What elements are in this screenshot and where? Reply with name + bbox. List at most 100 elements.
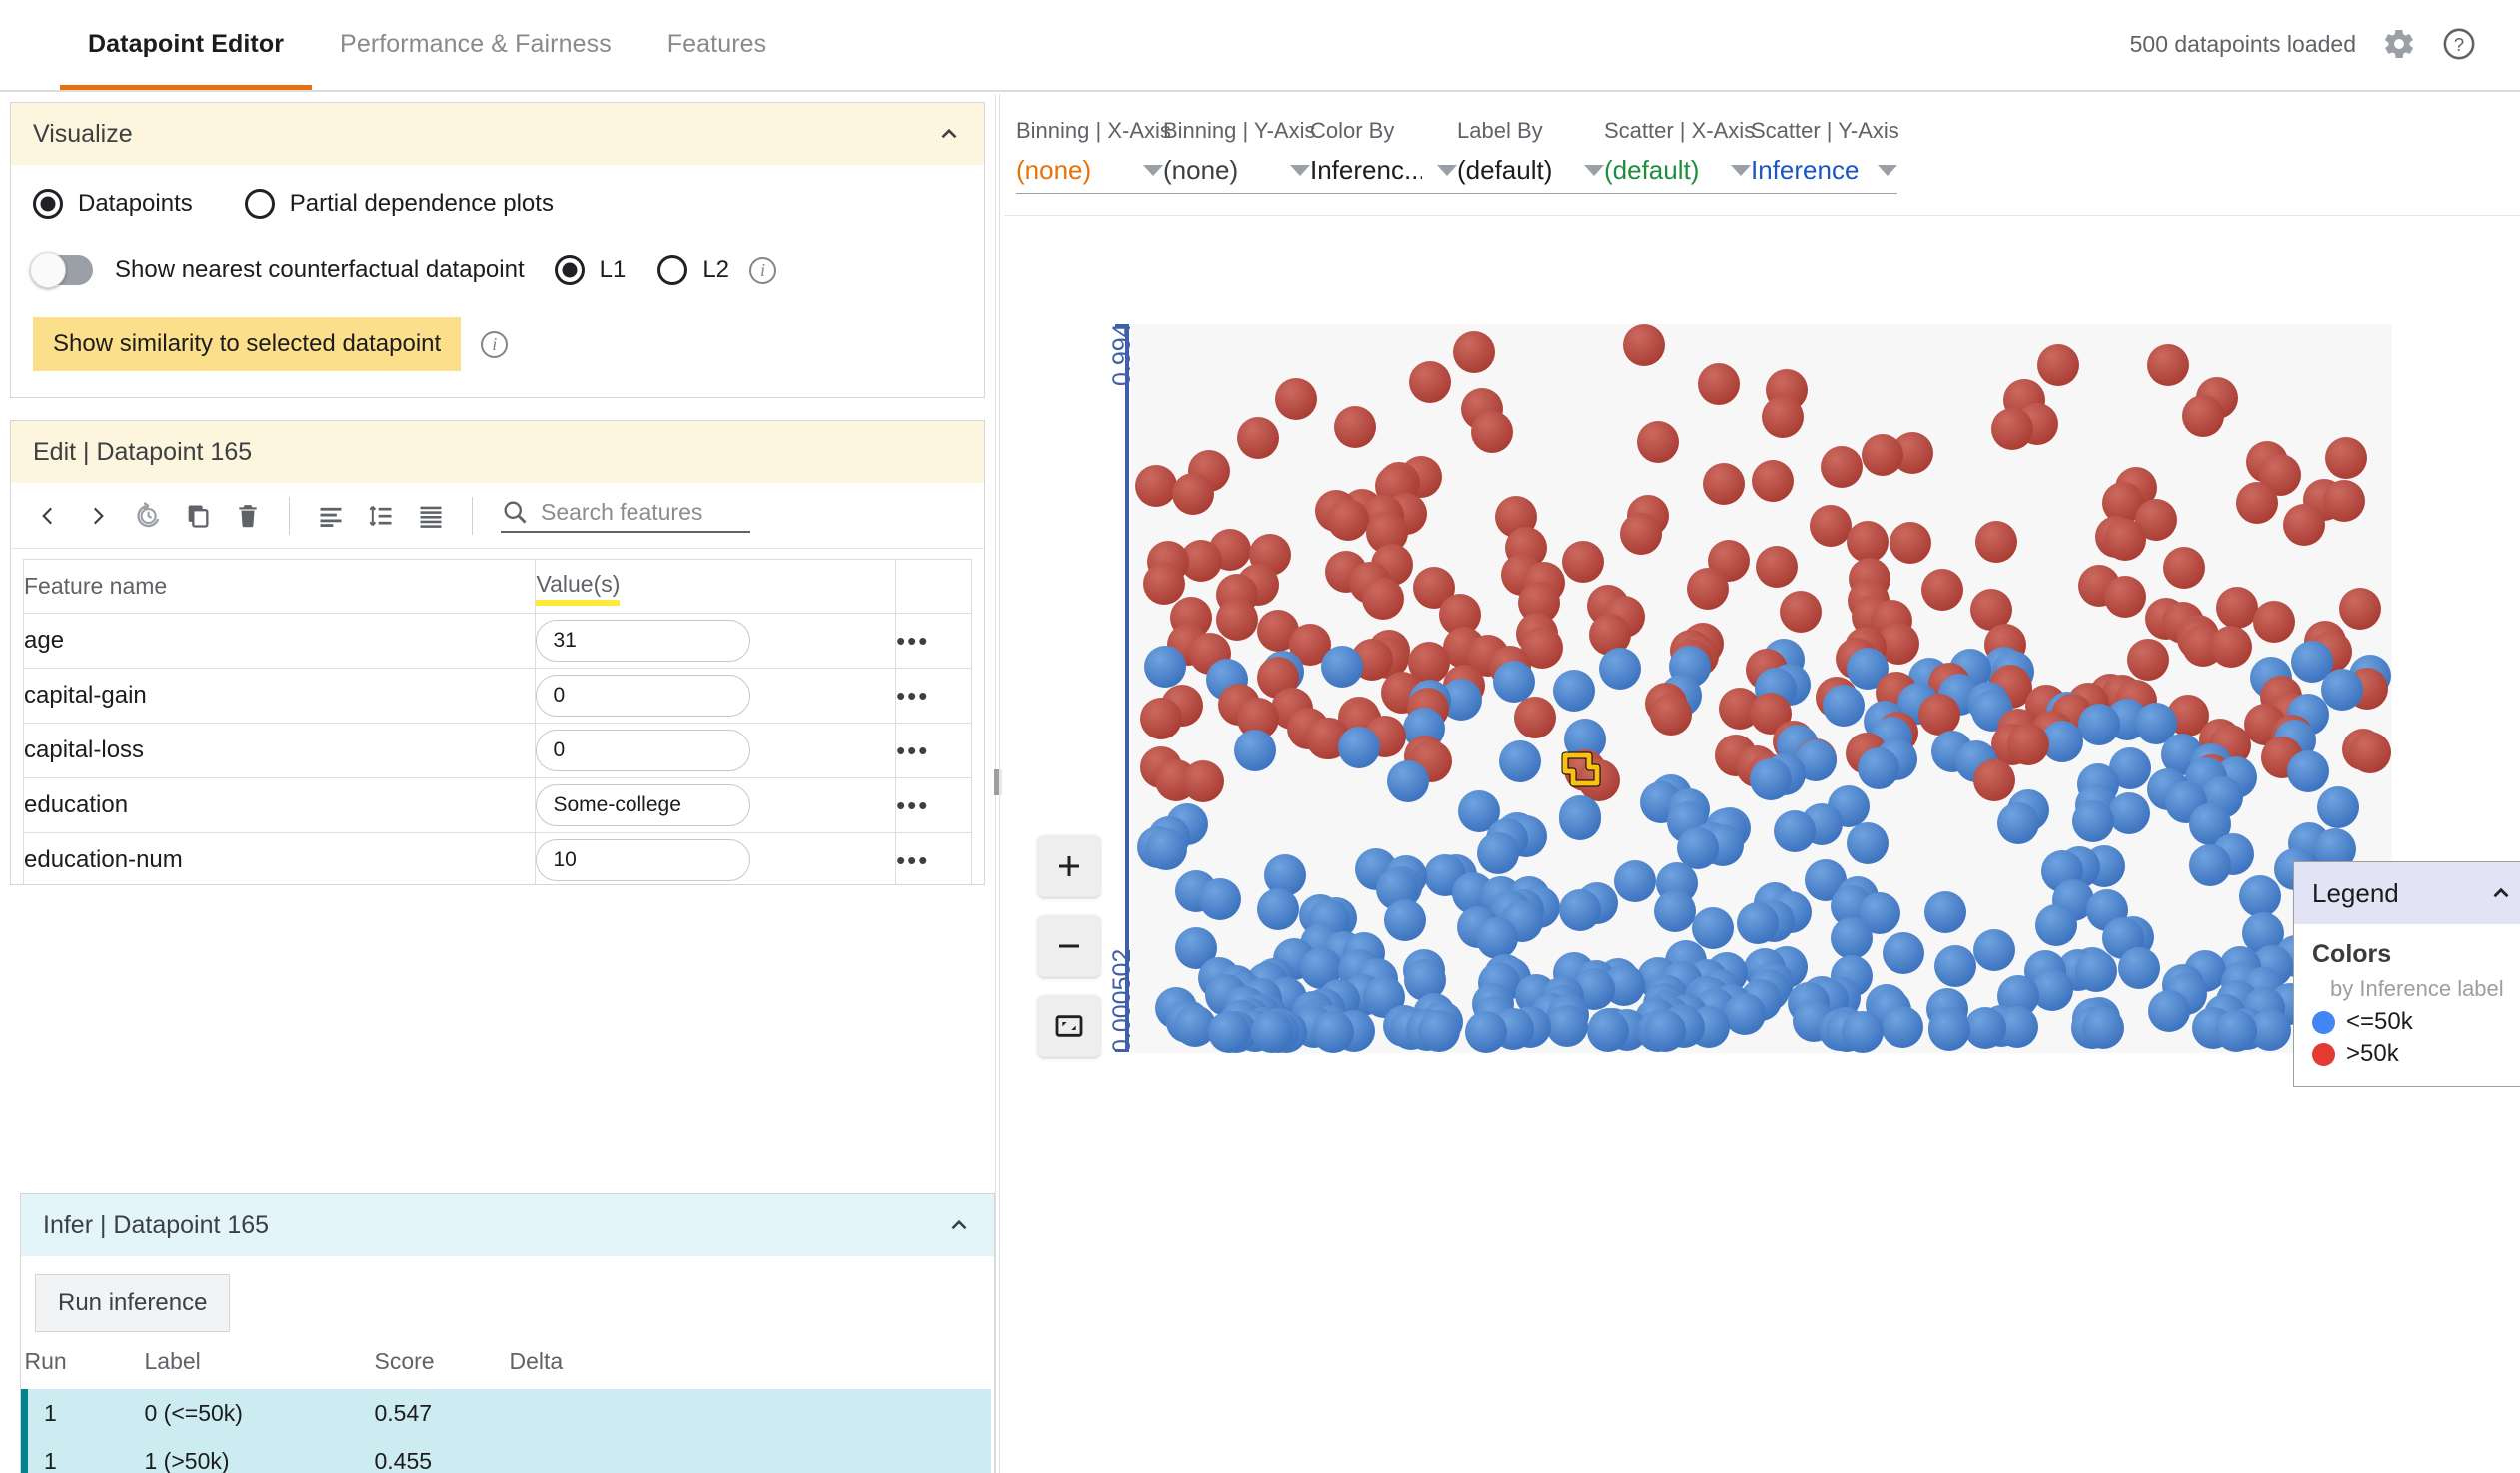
scatter-datapoint[interactable] [1134, 464, 1177, 507]
chevron-down-icon[interactable] [1290, 165, 1310, 176]
scatter-datapoint[interactable] [2317, 786, 2359, 829]
scatter-datapoint[interactable] [1321, 645, 1364, 688]
scatter-datapoint[interactable] [1207, 1011, 1250, 1053]
scatter-datapoint[interactable] [1362, 578, 1405, 621]
panel-resize-grip[interactable] [994, 769, 1002, 795]
scatter-datapoint[interactable] [2071, 800, 2114, 843]
scatter-datapoint[interactable] [1598, 648, 1641, 691]
scatter-datapoint[interactable] [2338, 588, 2381, 631]
run-inference-button[interactable]: Run inference [35, 1274, 231, 1332]
scatter-datapoint[interactable] [1171, 473, 1214, 516]
scatter-datapoint[interactable] [2239, 875, 2282, 917]
gear-icon[interactable] [2382, 27, 2416, 61]
scatter-datapoint[interactable] [1773, 810, 1816, 853]
chevron-left-icon[interactable] [25, 493, 71, 539]
scatter-datapoint[interactable] [2322, 479, 2365, 522]
scatter-datapoint[interactable] [1921, 569, 1964, 612]
scatter-datapoint[interactable] [1990, 407, 2033, 450]
scatter-datapoint[interactable] [1862, 434, 1904, 477]
row-menu-icon[interactable]: ••• [895, 723, 972, 778]
scatter-datapoint[interactable] [2189, 843, 2232, 886]
list-spacing-icon[interactable] [358, 493, 404, 539]
row-menu-icon[interactable]: ••• [895, 832, 972, 884]
scatter-datapoint[interactable] [1418, 1009, 1460, 1052]
scatter-datapoint[interactable] [2107, 792, 2150, 835]
scatter-datapoint[interactable] [2282, 503, 2325, 546]
chevron-right-icon[interactable] [75, 493, 121, 539]
scatter-datapoint[interactable] [1514, 697, 1557, 739]
scatter-datapoint[interactable] [1973, 758, 2016, 801]
features-table-scroll[interactable]: Feature name Value(s) age 31 ••• capital-ga… [11, 549, 984, 884]
zoom-in-icon[interactable] [1038, 835, 1100, 897]
scatter-datapoint[interactable] [1453, 330, 1496, 373]
scatter-datapoint[interactable] [2036, 344, 2079, 387]
duplicate-icon[interactable] [175, 493, 221, 539]
feature-value-input[interactable]: 0 [536, 730, 751, 771]
scatter-datapoint[interactable] [1847, 821, 1889, 864]
scatter-datapoint[interactable] [1972, 928, 2015, 971]
fit-to-screen-icon[interactable] [1038, 995, 1100, 1057]
radio-l2[interactable] [657, 255, 688, 285]
scatter-datapoint[interactable] [2348, 731, 2391, 773]
scatter-datapoint[interactable] [2162, 546, 2205, 589]
scatter-datapoint[interactable] [1470, 410, 1513, 453]
scatter-datapoint[interactable] [1562, 541, 1605, 584]
search-features-input[interactable] [541, 498, 750, 526]
scatter-datapoint[interactable] [1409, 361, 1452, 404]
scatter-datapoint[interactable] [1145, 828, 1188, 871]
scatter-datapoint[interactable] [1963, 1007, 2006, 1050]
scatter-plot-area[interactable] [1131, 324, 2392, 1053]
control-dropdown[interactable]: (default) [1604, 155, 1751, 194]
infer-card-header[interactable]: Infer | Datapoint 165 [21, 1194, 994, 1256]
scatter-datapoint[interactable] [1586, 1010, 1629, 1053]
scatter-datapoint[interactable] [1464, 1010, 1507, 1053]
scatter-datapoint[interactable] [2034, 904, 2077, 947]
scatter-datapoint[interactable] [2074, 950, 2117, 993]
scatter-datapoint[interactable] [2007, 723, 2050, 765]
scatter-datapoint[interactable] [2325, 437, 2368, 480]
visualize-card-header[interactable]: Visualize [11, 103, 984, 165]
scatter-datapoint[interactable] [1823, 684, 1866, 727]
scatter-datapoint[interactable] [1821, 445, 1863, 488]
radio-partial-dependence-plots[interactable] [244, 189, 275, 219]
scatter-datapoint[interactable] [2081, 1006, 2124, 1049]
row-menu-icon[interactable]: ••• [895, 613, 972, 669]
chevron-up-icon[interactable] [2488, 880, 2514, 906]
row-menu-icon[interactable]: ••• [895, 668, 972, 724]
scatter-datapoint[interactable] [1552, 670, 1595, 713]
legend-header[interactable]: Legend [2294, 862, 2520, 924]
scatter-datapoint[interactable] [1383, 899, 1426, 941]
scatter-datapoint[interactable] [1620, 513, 1662, 556]
control-dropdown[interactable]: Inference s [1751, 155, 1897, 194]
scatter-datapoint[interactable] [1498, 739, 1541, 782]
chevron-up-icon[interactable] [936, 121, 962, 147]
scatter-datapoint[interactable] [1780, 590, 1823, 633]
radio-datapoints[interactable] [33, 189, 63, 219]
control-dropdown[interactable]: (none) [1163, 155, 1310, 194]
help-circle-icon[interactable]: ? [2442, 27, 2476, 61]
scatter-datapoint[interactable] [1881, 1005, 1923, 1048]
scatter-datapoint[interactable] [1846, 520, 1889, 563]
feature-value-input[interactable]: Some-college [536, 784, 751, 826]
control-dropdown[interactable]: (default) [1457, 155, 1604, 194]
scatter-datapoint[interactable] [2127, 639, 2170, 681]
legend-item[interactable]: <=50k [2312, 1008, 2514, 1036]
similarity-info-icon[interactable]: i [481, 330, 509, 358]
scatter-datapoint[interactable] [1181, 760, 1224, 803]
scatter-datapoint[interactable] [1233, 730, 1276, 772]
tab-performance-fairness[interactable]: Performance & Fairness [312, 0, 639, 90]
counterfactual-toggle[interactable] [30, 252, 93, 288]
legend-item[interactable]: >50k [2312, 1040, 2514, 1068]
scatter-datapoint[interactable] [1643, 1010, 1686, 1053]
scatter-datapoint[interactable] [1236, 416, 1279, 459]
scatter-datapoint[interactable] [2147, 344, 2190, 387]
scatter-datapoint[interactable] [2215, 1009, 2257, 1052]
scatter-datapoint[interactable] [1755, 546, 1798, 589]
scatter-datapoint[interactable] [1974, 520, 2017, 563]
scatter-datapoint[interactable] [2235, 481, 2278, 524]
scatter-datapoint[interactable] [1858, 746, 1900, 789]
scatter-datapoint[interactable] [1933, 944, 1976, 987]
scatter-datapoint[interactable] [1736, 902, 1779, 945]
scatter-datapoint[interactable] [1917, 693, 1960, 736]
